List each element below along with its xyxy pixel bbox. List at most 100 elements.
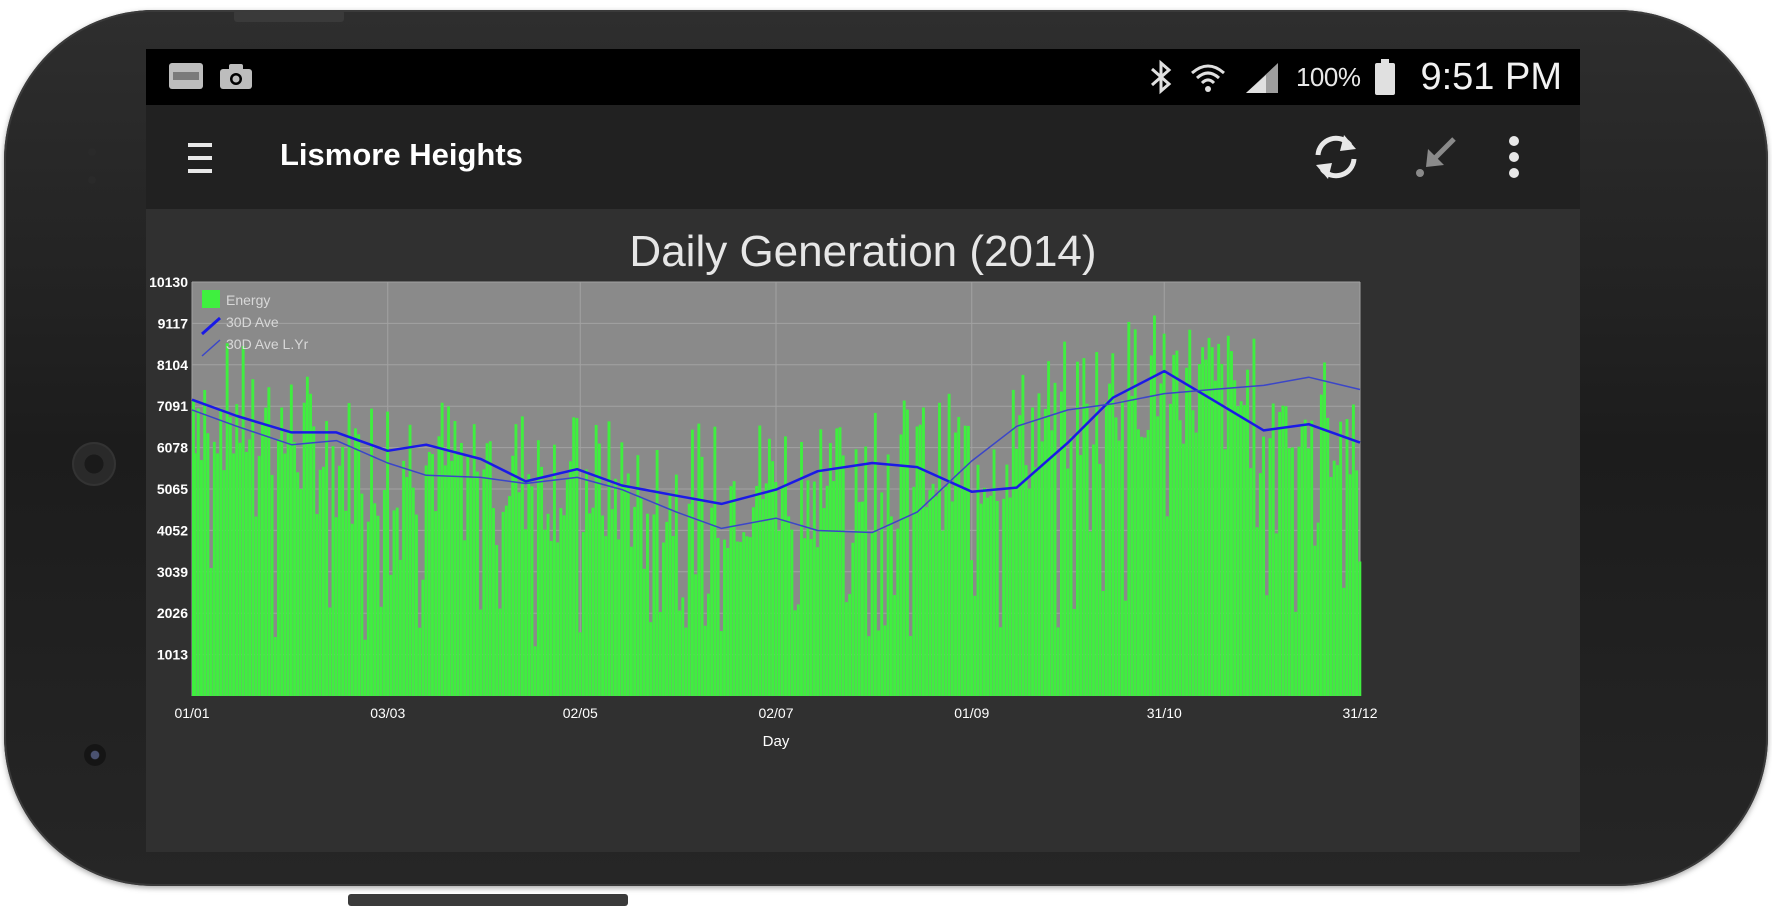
- energy-bar: [1114, 417, 1118, 696]
- energy-bar: [886, 454, 890, 696]
- camera-notification-icon: [220, 64, 252, 89]
- energy-bar: [925, 507, 929, 696]
- chart-title: Daily Generation (2014): [629, 227, 1097, 276]
- energy-bar: [1092, 444, 1095, 696]
- energy-bar: [530, 486, 534, 696]
- energy-bar: [767, 438, 771, 696]
- collapse-icon[interactable]: [1408, 129, 1464, 185]
- energy-bar: [597, 443, 601, 696]
- energy-bar: [1265, 595, 1269, 696]
- energy-bar: [440, 402, 444, 696]
- volume-button: [348, 894, 628, 906]
- energy-bar: [844, 602, 848, 696]
- energy-bar: [1146, 429, 1150, 696]
- average-lines: [191, 369, 1361, 534]
- energy-bar: [828, 443, 832, 696]
- legend-label: 30D Ave L.Yr: [226, 336, 309, 352]
- refresh-icon[interactable]: [1308, 129, 1364, 185]
- energy-bar: [267, 387, 271, 696]
- energy-bar: [212, 441, 216, 696]
- energy-bar: [973, 595, 977, 696]
- menu-icon[interactable]: [186, 139, 214, 177]
- energy-bar: [482, 469, 486, 696]
- energy-bar: [1047, 361, 1051, 696]
- energy-bar: [1313, 545, 1317, 696]
- energy-bar: [819, 429, 823, 696]
- energy-bar: [982, 487, 986, 696]
- energy-bar: [639, 497, 643, 696]
- energy-bar: [742, 532, 746, 696]
- energy-bar: [1207, 337, 1211, 696]
- x-tick-label: 01/01: [174, 705, 209, 721]
- overflow-menu-icon[interactable]: [1486, 129, 1542, 185]
- energy-bar: [293, 442, 296, 696]
- energy-bar: [957, 416, 961, 696]
- energy-bar: [620, 442, 624, 696]
- energy-bar: [771, 461, 775, 696]
- energy-bar: [1249, 468, 1253, 696]
- energy-bar: [193, 453, 197, 696]
- energy-bar: [296, 472, 300, 696]
- energy-bar: [1165, 516, 1169, 696]
- energy-bar: [1021, 374, 1025, 696]
- energy-bar: [841, 455, 845, 696]
- energy-bar: [726, 548, 730, 696]
- energy-bar: [1104, 402, 1108, 696]
- energy-bar: [511, 455, 515, 696]
- energy-bar: [646, 513, 649, 696]
- y-tick-label: 5065: [157, 481, 188, 497]
- energy-bar: [463, 540, 467, 696]
- chart-legend: Energy 30D Ave 30D Ave L.Yr: [201, 290, 309, 357]
- energy-bar: [498, 608, 502, 696]
- energy-bar: [1278, 411, 1282, 696]
- energy-bar: [424, 465, 428, 696]
- energy-bar: [1156, 416, 1160, 696]
- energy-bar: [931, 483, 935, 696]
- energy-bar: [1027, 488, 1031, 696]
- energy-bar: [796, 604, 800, 696]
- energy-bar: [1355, 470, 1359, 696]
- legend-swatch-30d-ave: [201, 316, 221, 336]
- energy-bar: [289, 384, 293, 696]
- energy-bar: [1162, 333, 1166, 696]
- energy-bar: [857, 501, 861, 696]
- energy-bar: [376, 515, 380, 696]
- ave-30d-last-year-line: [191, 376, 1361, 534]
- energy-bar: [1348, 474, 1352, 696]
- energy-bar: [992, 449, 996, 696]
- energy-bar: [270, 474, 274, 696]
- legend-swatch-30d-ave-last-year: [201, 339, 221, 357]
- energy-bar: [196, 408, 200, 696]
- energy-bar: [373, 503, 377, 696]
- energy-bar: [893, 595, 897, 696]
- energy-bar: [665, 521, 669, 696]
- energy-bar: [950, 501, 954, 696]
- energy-bar: [928, 490, 932, 696]
- energy-bar: [1262, 436, 1266, 696]
- energy-bar: [1120, 400, 1124, 696]
- energy-bar: [411, 487, 415, 696]
- energy-bar: [251, 379, 255, 696]
- earpiece-speaker: [72, 442, 116, 486]
- energy-bar: [1059, 391, 1063, 696]
- energy-bar: [1226, 335, 1230, 696]
- energy-bar: [501, 511, 505, 696]
- energy-bar: [790, 529, 794, 696]
- y-tick-label: 4052: [157, 522, 188, 538]
- energy-bar: [1252, 338, 1256, 696]
- phone-screen: 100% 9:51 PM Lismore Heights: [146, 49, 1580, 852]
- energy-bar: [572, 417, 576, 696]
- energy-bar: [1127, 321, 1131, 696]
- energy-bar: [690, 429, 694, 696]
- energy-bar: [803, 538, 807, 696]
- energy-bar: [915, 426, 919, 696]
- energy-bar: [989, 495, 993, 696]
- energy-bar: [809, 539, 813, 696]
- energy-bar: [533, 646, 537, 696]
- light-sensor: [88, 176, 96, 184]
- energy-bar: [1024, 465, 1028, 696]
- energy-bar: [469, 478, 473, 696]
- energy-bar: [591, 507, 595, 696]
- energy-bar: [219, 408, 223, 696]
- energy-bar: [825, 485, 829, 696]
